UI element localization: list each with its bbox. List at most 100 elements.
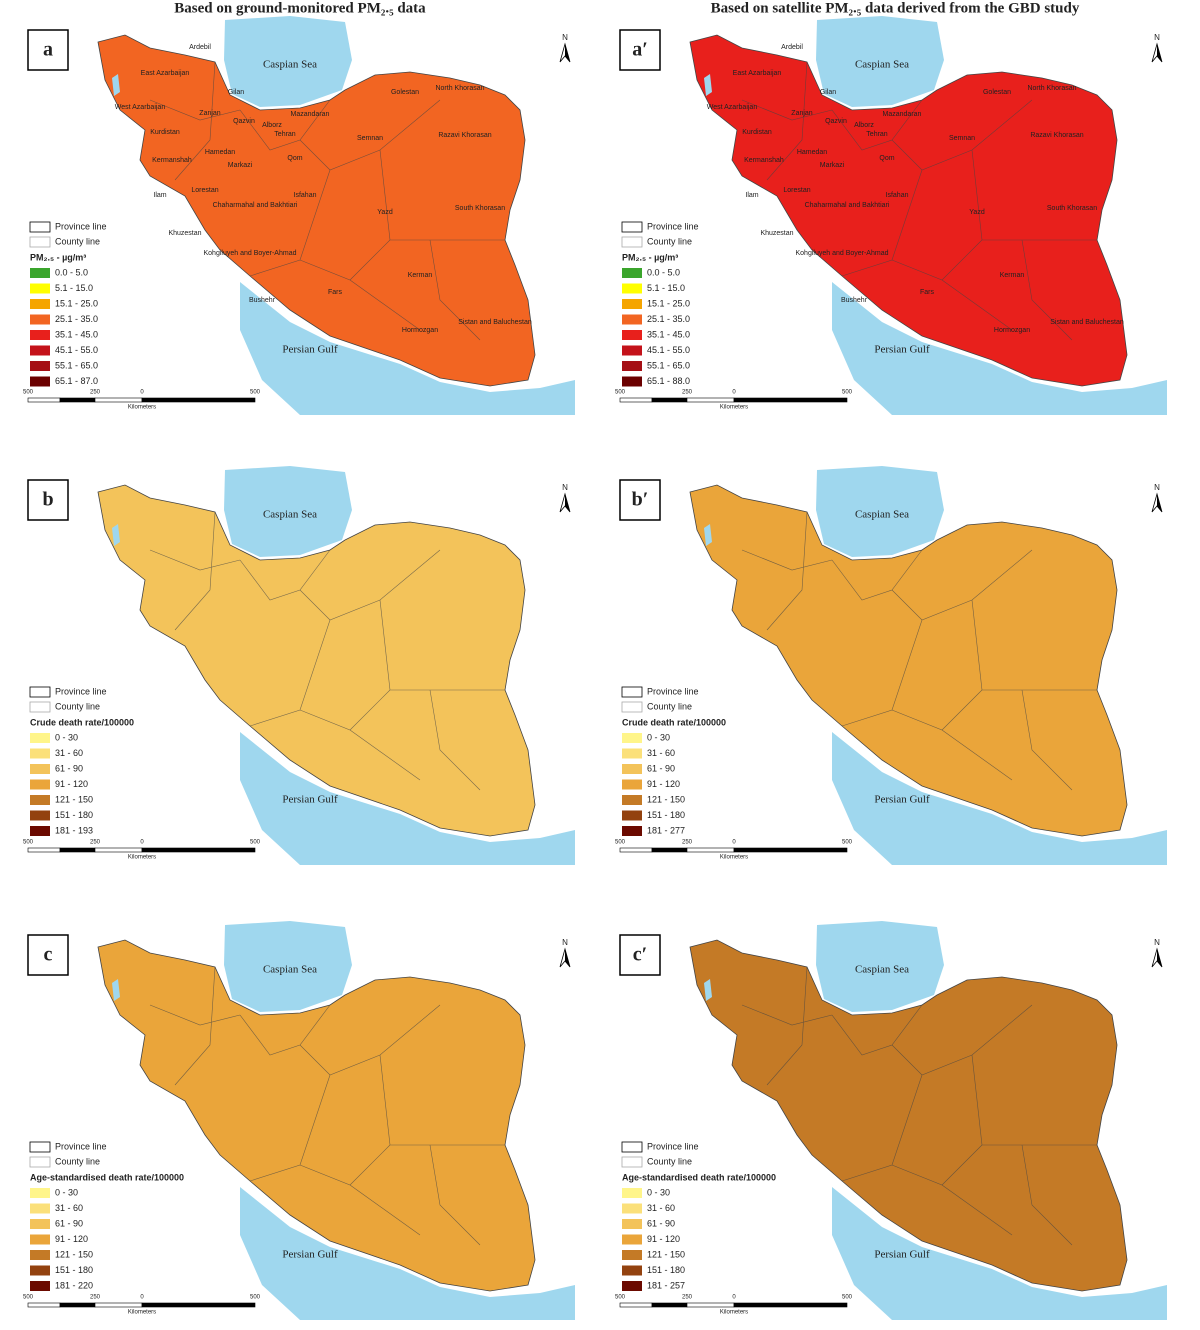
scale-bar-label: 500 (842, 1295, 853, 1301)
scale-bar-unit: Kilometers (720, 405, 748, 411)
panel-label-box (27, 934, 69, 976)
legend-label: 65.1 - 88.0 (647, 376, 690, 386)
legend-label: 151 - 180 (55, 1265, 93, 1275)
legend-swatch (30, 330, 50, 340)
province-label: Chaharmahal and Bakhtiari (213, 202, 298, 209)
legend-swatch (622, 1250, 642, 1260)
province-label: Kerman (1000, 272, 1025, 279)
legend-swatch (30, 1250, 50, 1260)
lake (704, 979, 712, 1001)
legend-swatch (622, 733, 642, 743)
legend-swatch (622, 345, 642, 356)
province-label: West Azarbaijan (115, 104, 166, 111)
legend-label: County line (647, 701, 692, 711)
province-label: Ardebil (781, 44, 803, 51)
scale-bar-label: 0 (140, 840, 144, 846)
legend-title: PM₂.₅ - µg/m³ (622, 252, 678, 262)
legend-swatch (621, 221, 643, 233)
scale-bar-segment (619, 847, 653, 853)
province-label: Razavi Khorasan (438, 132, 491, 139)
legend-label: 181 - 257 (647, 1280, 685, 1290)
province-label: East Azarbaijan (141, 70, 190, 77)
north-label: N (562, 938, 568, 947)
panel-label-box (27, 479, 69, 521)
legend-swatch (30, 826, 50, 836)
province-label: West Azarbaijan (707, 104, 758, 111)
province-label: Qom (287, 155, 302, 162)
province-lines (741, 966, 1097, 1246)
province-label: Kurdistan (742, 129, 772, 136)
legend-label: 55.1 - 65.0 (55, 360, 98, 370)
scale-bar-label: 500 (23, 840, 34, 846)
scale-bar-unit: Kilometers (128, 405, 156, 411)
province-label: Hamedan (205, 149, 235, 156)
province-label: Hormozgan (994, 327, 1030, 334)
caspian-sea (816, 16, 944, 107)
sea-label: Caspian Sea (263, 964, 317, 976)
legend-swatch (30, 345, 50, 356)
scale-bar-label: 250 (90, 1295, 101, 1301)
scale-bar-label: 250 (90, 840, 101, 846)
legend-swatch (30, 1188, 50, 1198)
panel-label: c′ (633, 944, 648, 966)
north-arrow-half (1157, 949, 1162, 967)
legend-label: 121 - 150 (55, 1249, 93, 1259)
scale-bar-segment (686, 397, 735, 403)
legend-label: 91 - 120 (647, 1234, 680, 1244)
sea-label: Persian Gulf (874, 794, 930, 806)
persian-gulf (832, 732, 1167, 865)
column-title: Based on ground-monitored PM₂.₅ data (174, 0, 426, 16)
province-label: Kohgiluyeh and Boyer-Ahmad (795, 250, 888, 257)
province-label: Kerman (408, 272, 433, 279)
legend-label: 181 - 220 (55, 1280, 93, 1290)
scale-bar-segment (94, 397, 143, 403)
legend-swatch (622, 330, 642, 340)
legend-label: 0.0 - 5.0 (647, 267, 680, 277)
province-label: Lorestan (191, 187, 218, 194)
province-label: Khuzestan (760, 230, 793, 237)
scale-bar-label: 500 (842, 840, 853, 846)
province-label: Markazi (228, 162, 253, 169)
province-label: Fars (920, 289, 935, 296)
province-label: Semnan (949, 135, 975, 142)
legend-label: 0 - 30 (647, 732, 670, 742)
legend-label: 121 - 150 (647, 794, 685, 804)
north-label: N (1154, 33, 1160, 42)
legend-swatch (30, 748, 50, 759)
legend-swatch (30, 764, 50, 774)
legend-swatch (622, 283, 642, 294)
province-label: Ilam (745, 192, 758, 199)
legend-swatch (622, 795, 642, 805)
legend-swatch (621, 686, 643, 698)
panel-label-box (619, 934, 661, 976)
north-label: N (562, 33, 568, 42)
province-label: Bushehr (249, 297, 276, 304)
legend-label: 181 - 193 (55, 825, 93, 835)
scale-bar-label: 0 (140, 390, 144, 396)
scale-bar-segment (651, 1302, 688, 1308)
scale-bar-segment (59, 1302, 96, 1308)
legend-label: 45.1 - 55.0 (55, 345, 98, 355)
legend-label: 91 - 120 (647, 779, 680, 789)
legend-label: 91 - 120 (55, 1234, 88, 1244)
legend-swatch (621, 236, 643, 248)
persian-gulf (832, 1187, 1167, 1320)
legend-label: 61 - 90 (647, 1218, 675, 1228)
province-label: Qazvin (825, 118, 847, 125)
province-label: Kohgiluyeh and Boyer-Ahmad (203, 250, 296, 257)
province-label: Golestan (391, 89, 419, 96)
legend-swatch (30, 733, 50, 743)
legend-label: 0.0 - 5.0 (55, 267, 88, 277)
province-label: Gilan (228, 89, 244, 96)
north-arrow-half (1157, 44, 1162, 62)
scale-bar-segment (619, 1302, 653, 1308)
legend-swatch (30, 283, 50, 294)
province-label: Qom (879, 155, 894, 162)
province-label: Mazandaran (291, 111, 330, 118)
province-label: South Khorasan (1047, 205, 1097, 212)
legend-swatch (29, 701, 51, 713)
legend-swatch (622, 299, 642, 309)
scale-bar-unit: Kilometers (720, 855, 748, 861)
legend-swatch (29, 686, 51, 698)
legend-label: Province line (647, 1141, 699, 1151)
